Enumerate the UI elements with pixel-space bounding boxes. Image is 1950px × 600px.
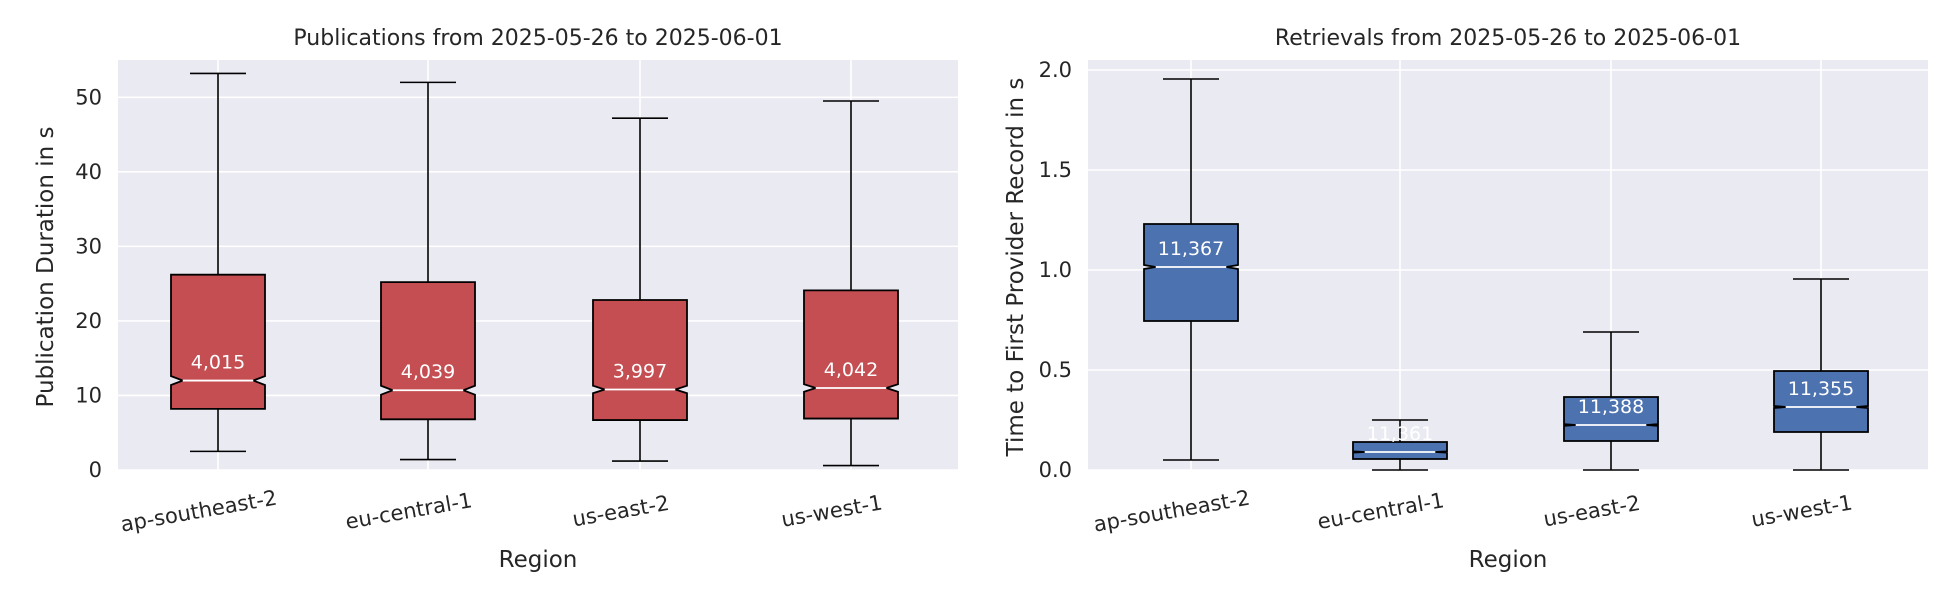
- y-tick-label: 20: [75, 309, 102, 333]
- x-tick-label: us-west-1: [779, 490, 884, 531]
- x-tick-label: eu-central-1: [1316, 488, 1446, 534]
- boxes: 4,015 4,039 3,997 4,042: [170, 72, 899, 467]
- x-tick-label: ap-southeast-2: [119, 486, 279, 537]
- x-tick-label: us-west-1: [1749, 490, 1854, 531]
- y-tick-label: 0.5: [1039, 358, 1072, 382]
- y-tick-label: 1.0: [1039, 258, 1072, 282]
- retrievals-chart: 11,367 11,361 11,388 11,355 0.0 0.5 1.0 1.5 2.0…: [1003, 26, 1928, 573]
- chart-title: Retrievals from 2025-05-26 to 2025-06-01: [1275, 26, 1741, 51]
- count-label: 11,388: [1578, 396, 1644, 418]
- x-axis-label: Region: [1469, 547, 1548, 573]
- x-tick-label: us-east-2: [571, 491, 671, 532]
- y-tick-label: 2.0: [1039, 58, 1072, 82]
- x-tick-label: us-east-2: [1542, 491, 1642, 532]
- box: [1352, 441, 1448, 460]
- x-axis-label: Region: [499, 547, 578, 573]
- count-label: 11,367: [1158, 238, 1224, 260]
- box: [1143, 223, 1239, 322]
- y-axis-label: Time to First Provider Record in s: [1003, 78, 1029, 458]
- count-label: 4,042: [824, 359, 878, 381]
- y-tick-label: 0: [89, 458, 102, 482]
- y-tick-label: 0.0: [1039, 458, 1072, 482]
- y-tick-label: 40: [75, 160, 102, 184]
- y-tick-label: 50: [75, 85, 102, 109]
- box: [1563, 396, 1659, 442]
- x-tick-label: ap-southeast-2: [1092, 486, 1252, 537]
- box: [803, 289, 899, 420]
- x-tick-label: eu-central-1: [344, 488, 474, 534]
- chart-title: Publications from 2025-05-26 to 2025-06-…: [293, 26, 782, 51]
- box: [380, 281, 476, 421]
- count-label: 3,997: [613, 360, 667, 382]
- y-axis-label: Publication Duration in s: [33, 127, 59, 408]
- y-tick-label: 30: [75, 234, 102, 258]
- publications-chart: 4,015 4,039 3,997 4,042 0 10 20 30 40 50 ap-south…: [33, 26, 958, 573]
- count-label: 4,015: [191, 352, 245, 374]
- count-label: 4,039: [401, 361, 455, 383]
- count-label: 11,361: [1367, 423, 1433, 445]
- box: [170, 273, 266, 410]
- y-tick-label: 1.5: [1039, 158, 1072, 182]
- count-label: 11,355: [1788, 378, 1854, 400]
- boxes: 11,367 11,361 11,388 11,355: [1143, 78, 1869, 471]
- box: [1773, 370, 1869, 433]
- y-tick-label: 10: [75, 383, 102, 407]
